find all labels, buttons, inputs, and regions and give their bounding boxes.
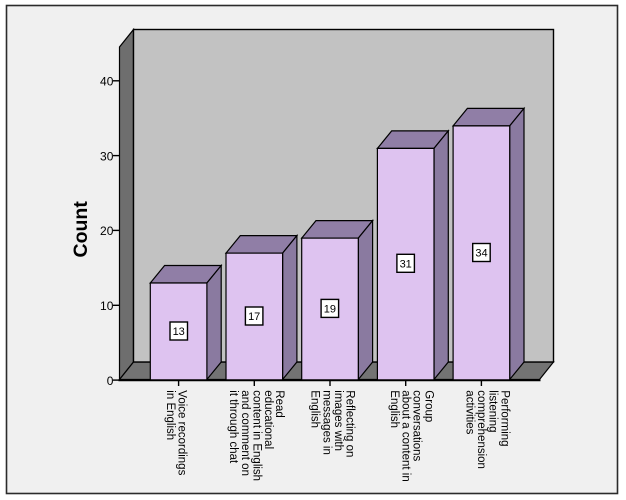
svg-text:Voice recordings: Voice recordings (175, 390, 187, 475)
svg-text:Performing: Performing (498, 390, 510, 446)
svg-text:31: 31 (400, 258, 412, 270)
svg-text:Count: Count (70, 201, 92, 258)
svg-text:40: 40 (100, 75, 114, 89)
svg-text:educational: educational (262, 390, 274, 449)
svg-text:conversations: conversations (411, 390, 423, 461)
svg-text:30: 30 (100, 149, 114, 163)
svg-text:20: 20 (100, 224, 114, 238)
svg-text:messages in: messages in (320, 390, 332, 455)
svg-text:it through chat: it through chat (227, 390, 239, 464)
svg-text:Read: Read (273, 390, 285, 418)
svg-text:listening: listening (486, 390, 498, 432)
svg-text:0: 0 (107, 374, 114, 388)
svg-text:13: 13 (173, 326, 185, 338)
svg-text:activities: activities (463, 390, 475, 434)
svg-text:in English: in English (164, 390, 176, 440)
svg-text:English: English (388, 390, 400, 428)
svg-text:English: English (309, 390, 321, 428)
svg-text:17: 17 (248, 311, 260, 323)
svg-text:content in English: content in English (250, 390, 262, 481)
svg-text:Reflecting on: Reflecting on (343, 390, 355, 457)
svg-text:19: 19 (324, 303, 336, 315)
svg-text:comprehension: comprehension (475, 390, 487, 469)
svg-text:images with: images with (332, 390, 344, 451)
svg-text:Group: Group (422, 390, 434, 422)
svg-text:34: 34 (475, 248, 487, 260)
svg-text:10: 10 (100, 299, 114, 313)
svg-text:about a content in: about a content in (399, 390, 411, 481)
svg-text:and comment on: and comment on (239, 390, 251, 476)
